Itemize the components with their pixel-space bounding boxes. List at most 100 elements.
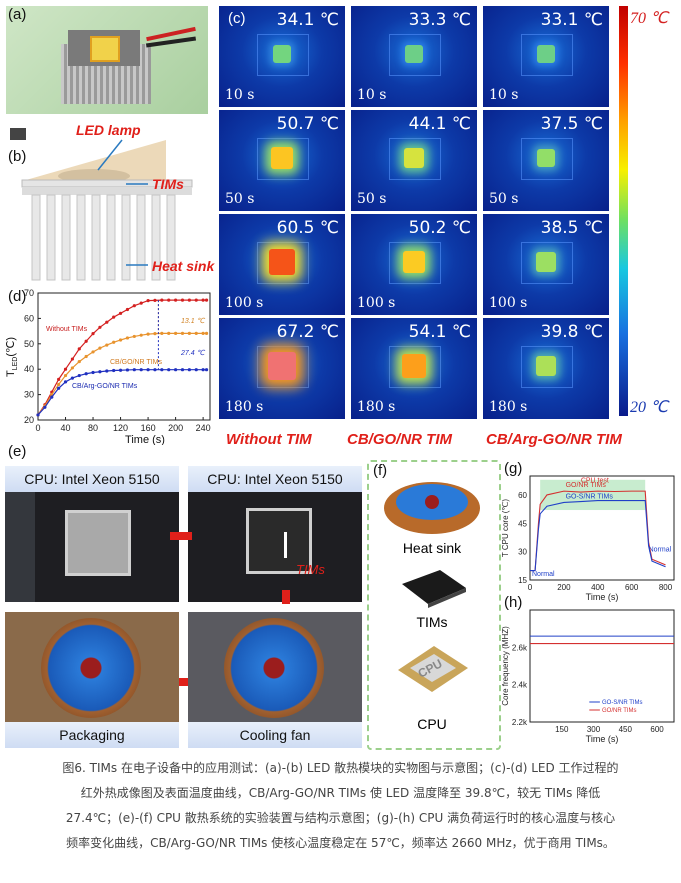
heat-sink-label: Heat sink bbox=[152, 258, 215, 274]
x-tick-label: 40 bbox=[61, 423, 71, 433]
data-point bbox=[57, 382, 61, 387]
packaging-label: Packaging bbox=[5, 722, 179, 748]
data-point bbox=[187, 368, 191, 372]
x-tick-label: 800 bbox=[659, 583, 673, 592]
data-point bbox=[194, 368, 198, 372]
series-label: GO/NR TIMs bbox=[566, 482, 607, 489]
hot-spot bbox=[269, 249, 295, 275]
label-h: (h) bbox=[504, 594, 523, 611]
temperature-readout: 33.1 ℃ bbox=[540, 10, 603, 30]
temperature-readout: 33.3 ℃ bbox=[408, 10, 471, 30]
caption-line-3: 27.4℃；(e)-(f) CPU 散热系统的实验装置与结构示意图；(g)-(h… bbox=[65, 811, 616, 825]
plot-frame bbox=[37, 292, 211, 421]
y-tick-label: 2.4k bbox=[512, 681, 528, 690]
label-b: (b) bbox=[8, 148, 27, 165]
colorbar bbox=[619, 6, 628, 416]
x-tick-label: 240 bbox=[196, 423, 211, 433]
figure-caption: 图6. TIMs 在电子设备中的应用测试：(a)-(b) LED 散热模块的实物… bbox=[0, 756, 681, 856]
data-point bbox=[194, 331, 198, 335]
data-point bbox=[180, 331, 185, 335]
label-a: (a) bbox=[8, 6, 27, 23]
data-point bbox=[167, 331, 171, 335]
x-tick-label: 0 bbox=[528, 583, 533, 592]
hot-spot bbox=[537, 45, 555, 63]
thermal-cell: 37.5 ℃ 50 s bbox=[483, 110, 609, 211]
time-label: 100 s bbox=[225, 295, 264, 311]
data-point bbox=[63, 367, 68, 371]
ylabel: T CPU core (℃) bbox=[501, 499, 510, 558]
ylabel: Core frequency (MHZ) bbox=[501, 626, 510, 706]
cpu-test-band bbox=[540, 479, 646, 511]
hot-spot bbox=[268, 352, 296, 380]
caption-line-2: 红外热成像图及表面温度曲线，CB/Arg-GO/NR TIMs 使 LED 温度… bbox=[80, 786, 601, 800]
data-point bbox=[132, 368, 136, 372]
data-point bbox=[146, 368, 150, 372]
data-point bbox=[63, 380, 68, 384]
data-point bbox=[180, 298, 185, 302]
time-label: 10 s bbox=[489, 87, 519, 103]
data-point bbox=[160, 298, 164, 302]
legend-cbarg: CB/Arg-GO/NR TIMs bbox=[72, 383, 138, 390]
y-tick-label: 2.6k bbox=[512, 643, 528, 652]
data-point bbox=[84, 354, 88, 359]
led-lamp-label: LED lamp bbox=[76, 122, 141, 138]
data-point bbox=[153, 298, 157, 302]
data-point bbox=[57, 377, 61, 381]
time-label: 10 s bbox=[357, 87, 387, 103]
data-point bbox=[160, 368, 164, 372]
plot-frame bbox=[529, 609, 675, 723]
data-point bbox=[112, 315, 116, 319]
normal-label-left: Normal bbox=[532, 571, 555, 578]
series-line bbox=[37, 332, 207, 416]
thermal-cell: 60.5 ℃ 100 s bbox=[219, 214, 345, 315]
temperature-readout: 34.1 ℃ bbox=[276, 10, 339, 30]
y-tick-label: 60 bbox=[24, 313, 34, 323]
data-point bbox=[201, 298, 205, 302]
thermal-cell: 33.1 ℃ 10 s bbox=[483, 6, 609, 107]
colorbar-min: 20 ℃ bbox=[630, 399, 668, 416]
time-label: 10 s bbox=[225, 87, 255, 103]
data-point bbox=[153, 332, 157, 336]
legend-entry: GO-S/NR TIMs bbox=[602, 700, 643, 706]
data-point bbox=[57, 386, 61, 390]
cpu-test-label: CPU test bbox=[581, 478, 609, 485]
thermal-cell: 67.2 ℃ 180 s bbox=[219, 318, 345, 419]
y-tick-label: 60 bbox=[518, 491, 527, 500]
data-point bbox=[174, 331, 178, 335]
data-point bbox=[139, 301, 143, 305]
temperature-readout: 37.5 ℃ bbox=[540, 114, 603, 134]
data-point bbox=[43, 405, 47, 409]
data-point bbox=[84, 372, 88, 376]
x-tick-label: 600 bbox=[650, 725, 664, 734]
legend-cbgonr: CB/GO/NR TIMs bbox=[110, 359, 162, 366]
cpu-text: CPU bbox=[417, 716, 447, 732]
module-outline bbox=[389, 242, 441, 284]
data-point bbox=[98, 370, 102, 374]
core-frequency-chart: 150 300 450 600 2.2k 2.4k 2.6k GO-S/NR TIMs GO/N… bbox=[501, 609, 675, 744]
data-point bbox=[180, 368, 185, 372]
label-c: (c) bbox=[228, 10, 246, 27]
tims-photo-label: TIMs bbox=[296, 562, 325, 577]
data-point bbox=[118, 338, 123, 342]
y-tick-label: 45 bbox=[518, 519, 527, 528]
x-tick-label: 120 bbox=[113, 423, 128, 433]
time-label: 50 s bbox=[357, 191, 387, 207]
data-point bbox=[50, 395, 54, 399]
thermal-cell: 44.1 ℃ 50 s bbox=[351, 110, 477, 211]
data-point bbox=[125, 307, 130, 312]
heat-sink-icon bbox=[384, 482, 480, 534]
y-tick-label: 30 bbox=[518, 548, 527, 557]
data-point bbox=[160, 331, 164, 335]
thermal-cell: 50.2 ℃ 100 s bbox=[351, 214, 477, 315]
cpu-title-right: CPU: Intel Xeon 5150 bbox=[188, 466, 362, 492]
data-point bbox=[98, 346, 102, 350]
temperature-readout: 38.5 ℃ bbox=[540, 218, 603, 238]
label-d: (d) bbox=[8, 288, 27, 305]
time-label: 100 s bbox=[357, 295, 396, 311]
column-label-cb-go-nr: CB/GO/NR TIM bbox=[347, 431, 452, 448]
x-tick-label: 200 bbox=[557, 583, 571, 592]
data-point bbox=[77, 373, 81, 378]
xlabel: Time (s) bbox=[586, 734, 619, 744]
data-point bbox=[118, 311, 123, 315]
x-tick-label: 150 bbox=[555, 725, 569, 734]
